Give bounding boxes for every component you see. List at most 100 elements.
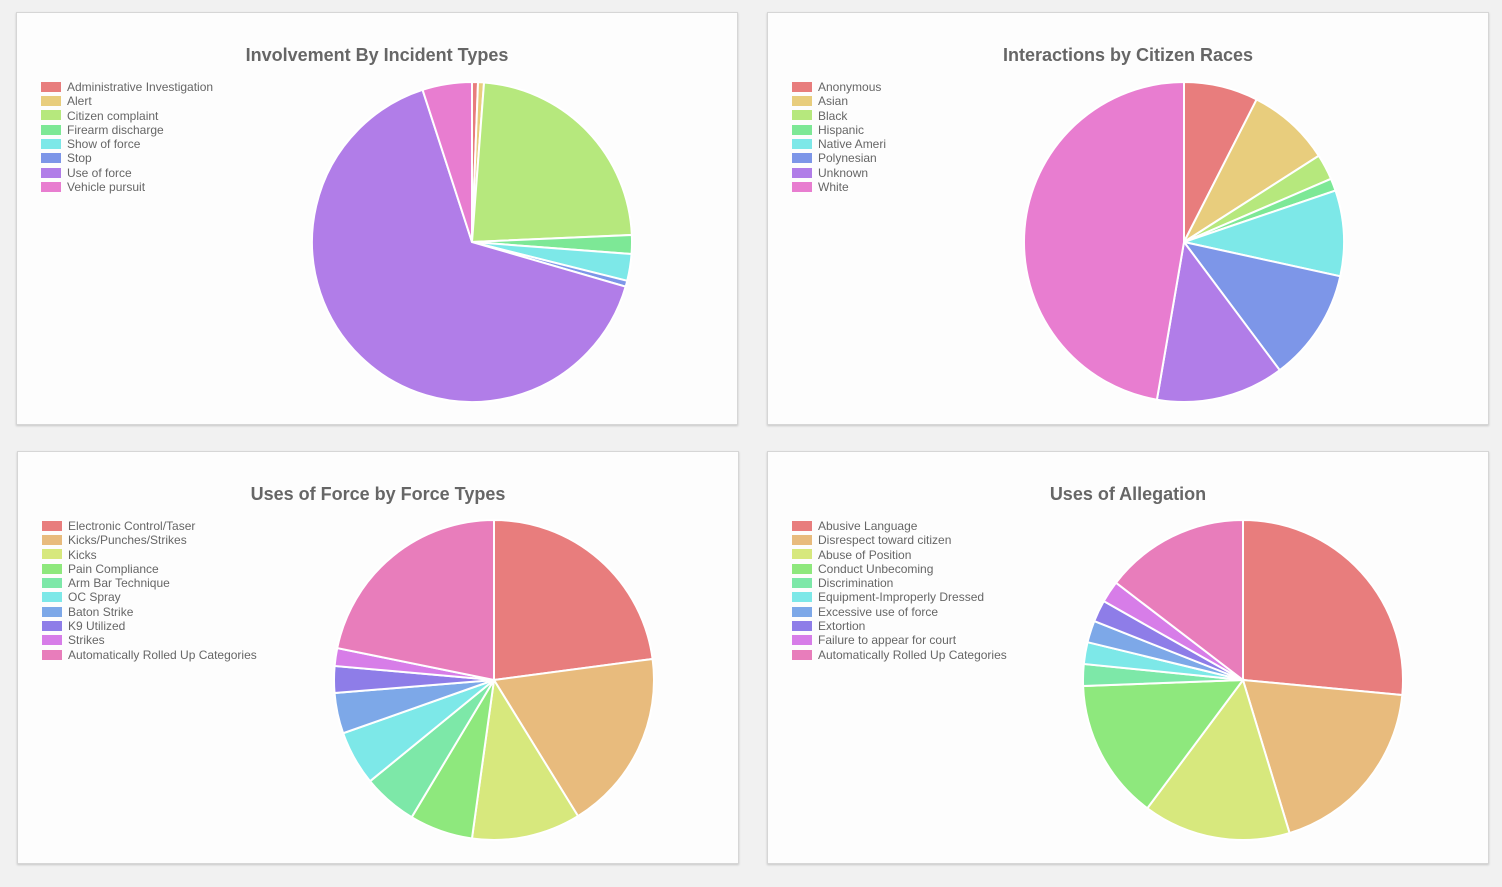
legend-item[interactable]: OC Spray [42,590,257,604]
chart-panel-force-types: Uses of Force by Force Types Electronic … [17,451,739,864]
chart-panel-allegations: Uses of Allegation Abusive Language Disre… [767,451,1489,864]
chart-legend: Abusive Language Disrespect toward citize… [792,519,1007,662]
legend-swatch [41,110,61,121]
legend-swatch [41,167,61,178]
legend-label: Pain Compliance [68,561,159,576]
legend-item[interactable]: Disrespect toward citizen [792,533,1007,547]
legend-item[interactable]: Firearm discharge [41,123,213,137]
pie-slice[interactable] [336,518,495,682]
legend-item[interactable]: Alert [41,94,213,108]
legend-label: Discrimination [818,576,894,591]
legend-item[interactable]: Pain Compliance [42,562,257,576]
legend-item[interactable]: Conduct Unbecoming [792,562,1007,576]
legend-swatch [42,535,62,546]
legend-label: Automatically Rolled Up Categories [818,647,1007,662]
pie-slice[interactable] [1242,518,1404,697]
legend-item[interactable]: Citizen complaint [41,109,213,123]
chart-title: Uses of Force by Force Types [250,484,506,504]
legend-swatch [792,110,812,121]
pie-slice[interactable] [1155,239,1282,403]
legend-item[interactable]: Electronic Control/Taser [42,519,257,533]
legend-label: Excessive use of force [818,604,939,619]
legend-item[interactable]: Show of force [41,137,213,151]
legend-item[interactable]: K9 Utilized [42,619,257,633]
pie-slice[interactable] [1023,80,1185,401]
legend-item[interactable]: Kicks/Punches/Strikes [42,533,257,547]
legend-item[interactable]: Asian [792,94,886,108]
legend-swatch [792,124,812,135]
pie-slice[interactable] [1181,240,1342,372]
legend-label: K9 Utilized [68,619,126,634]
chart-title: Interactions by Citizen Races [1002,45,1254,65]
legend-swatch [792,578,812,589]
legend-item[interactable]: Black [792,109,886,123]
pie-slice[interactable] [1241,678,1404,835]
legend-label: Unknown [818,165,869,180]
legend-label: Electronic Control/Taser [68,519,196,533]
legend-item[interactable]: Failure to appear for court [792,633,1007,647]
legend-item[interactable]: Automatically Rolled Up Categories [792,648,1007,662]
pie-slice[interactable] [470,677,580,841]
legend-item[interactable]: Polynesian [792,151,886,165]
legend-swatch [792,606,812,617]
legend-swatch [792,635,812,646]
legend-swatch [792,167,812,178]
legend-swatch [42,578,62,589]
pie-slice[interactable] [1082,678,1246,810]
legend-label: Citizen complaint [67,108,159,123]
legend-label: Abusive Language [818,519,918,533]
legend-label: Polynesian [818,151,877,166]
legend-item[interactable]: Native Ameri [792,137,886,151]
legend-item[interactable]: Unknown [792,166,886,180]
pie-slice[interactable] [492,657,655,818]
legend-swatch [41,153,61,164]
pie-slice[interactable] [493,518,654,682]
legend-swatch [42,606,62,617]
pie-slice[interactable] [1180,189,1345,278]
chart-legend: Anonymous Asian Black Hispanic Native Ameri P… [792,80,886,194]
legend-swatch [42,549,62,560]
legend-item[interactable]: White [792,180,886,194]
legend-swatch [792,620,812,631]
legend-label: Arm Bar Technique [68,576,170,591]
pie-slice[interactable] [421,80,473,243]
legend-item[interactable]: Stop [41,151,213,165]
legend-swatch [792,153,812,164]
legend-item[interactable]: Administrative Investigation [41,80,213,94]
legend-item[interactable]: Equipment-Improperly Dressed [792,590,1007,604]
pie-slice[interactable] [1114,518,1244,683]
legend-item[interactable]: Excessive use of force [792,605,1007,619]
legend-item[interactable]: Baton Strike [42,605,257,619]
chart-panel-incident-types: Involvement By Incident Types Administra… [16,12,738,425]
legend-swatch [792,139,812,150]
pie-slice[interactable] [1181,98,1321,245]
legend-item[interactable]: Discrimination [792,576,1007,590]
legend-label: Failure to appear for court [818,633,957,648]
pie-slice[interactable] [1145,677,1291,841]
legend-swatch [42,520,62,531]
legend-item[interactable]: Automatically Rolled Up Categories [42,648,257,662]
legend-item[interactable]: Abusive Language [792,519,1007,533]
legend-item[interactable]: Extortion [792,619,1007,633]
chart-title: Uses of Allegation [1049,484,1207,504]
legend-label: Hispanic [818,122,865,137]
legend-label: Baton Strike [68,604,134,619]
legend-label: Disrespect toward citizen [818,533,952,548]
legend-swatch [41,124,61,135]
legend-item[interactable]: Hispanic [792,123,886,137]
legend-item[interactable]: Arm Bar Technique [42,576,257,590]
legend-item[interactable]: Vehicle pursuit [41,180,213,194]
legend-label: Automatically Rolled Up Categories [68,647,257,662]
legend-item[interactable]: Anonymous [792,80,886,94]
legend-item[interactable]: Strikes [42,633,257,647]
pie-chart [1023,80,1345,403]
legend-item[interactable]: Use of force [41,166,213,180]
legend-label: Firearm discharge [67,122,164,137]
pie-slice[interactable] [311,88,627,403]
legend-item[interactable]: Kicks [42,548,257,562]
legend-label: Conduct Unbecoming [818,561,934,576]
legend-label: Abuse of Position [818,547,912,562]
pie-slice[interactable] [470,81,633,244]
legend-swatch [42,563,62,574]
legend-item[interactable]: Abuse of Position [792,548,1007,562]
